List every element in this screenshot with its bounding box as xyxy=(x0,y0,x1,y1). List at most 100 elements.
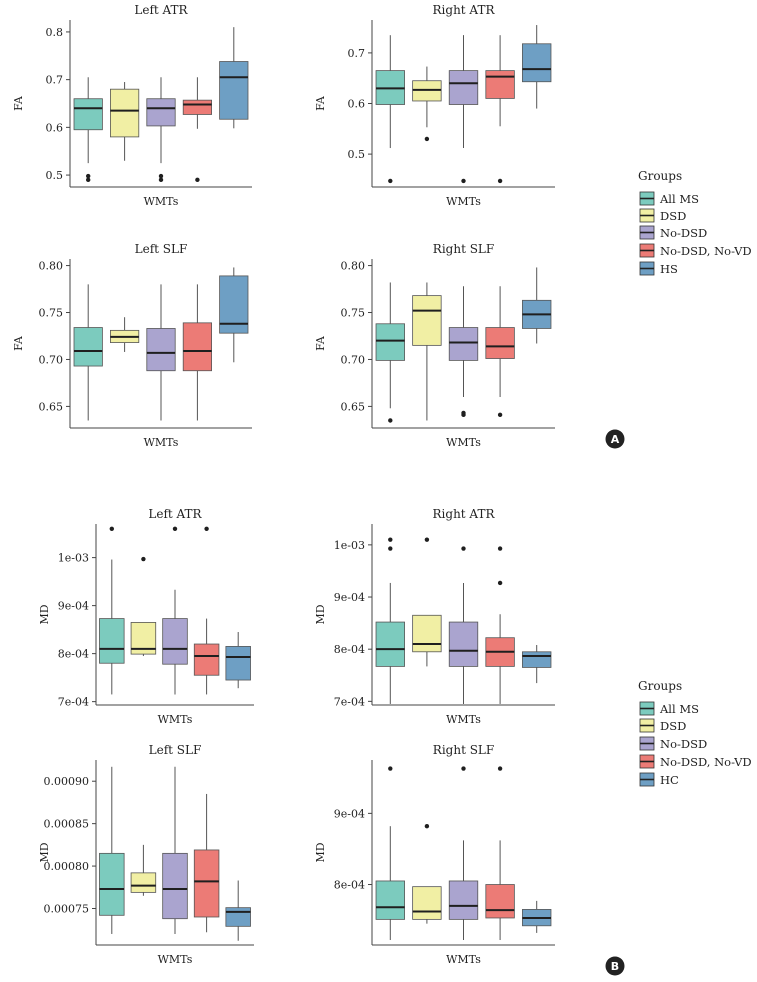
box-iqr xyxy=(375,621,405,667)
box-iqr xyxy=(182,322,212,372)
box-dsd xyxy=(110,82,140,161)
y-tick-label: 0.6 xyxy=(46,121,64,134)
box-iqr xyxy=(522,43,552,83)
legend-a-item: All MS xyxy=(639,191,699,206)
box-no-dsd-no-vd xyxy=(485,546,515,704)
x-axis-label: WMTs xyxy=(446,195,481,208)
legend-b-item: No-DSD xyxy=(639,736,707,751)
box-no-dsd-no-vd xyxy=(485,35,515,184)
y-tick-label: 0.70 xyxy=(341,353,366,366)
box-iqr xyxy=(99,618,125,664)
outlier-point xyxy=(497,178,503,184)
chart-title: Left ATR xyxy=(148,507,202,521)
box-iqr xyxy=(448,70,479,105)
y-tick-label: 0.00085 xyxy=(44,818,90,831)
y-tick-label: 0.5 xyxy=(46,169,64,182)
box-hs xyxy=(522,267,552,344)
box-dsd xyxy=(412,66,442,142)
legend-b: Groups All MS DSD No-DSD No-DSD, No-VD H… xyxy=(638,679,752,787)
box-dsd xyxy=(130,556,157,657)
chart-title: Right SLF xyxy=(433,743,494,757)
outlier-point xyxy=(158,173,164,179)
legend-a-item: DSD xyxy=(639,208,686,223)
outlier-point xyxy=(461,410,466,416)
x-axis-label: WMTs xyxy=(446,713,481,726)
outlier-point xyxy=(204,526,209,532)
box-iqr xyxy=(375,880,405,920)
legend-b-label-all-ms: All MS xyxy=(659,702,699,716)
box-no-dsd xyxy=(162,766,188,934)
y-tick-label: 0.00075 xyxy=(44,903,90,916)
y-axis-label: MD xyxy=(314,842,327,862)
box-no-dsd xyxy=(448,766,479,941)
legend-b-label-no-dsd-no-vd: No-DSD, No-VD xyxy=(660,755,752,769)
panel-label-a-text: A xyxy=(611,433,620,446)
legend-b-title: Groups xyxy=(638,679,682,693)
y-tick-label: 8e-04 xyxy=(58,648,89,661)
chart-title: Right ATR xyxy=(433,507,496,521)
box-iqr xyxy=(522,651,552,668)
legend-a-title: Groups xyxy=(638,169,682,183)
legend-a-item: HS xyxy=(639,261,678,276)
x-axis-label: WMTs xyxy=(144,436,179,449)
box-iqr xyxy=(146,328,176,372)
outlier-point xyxy=(388,178,393,184)
legend-b-label-hc: HC xyxy=(660,773,679,787)
chart-title: Left ATR xyxy=(134,3,188,17)
x-axis-label: WMTs xyxy=(158,713,193,726)
box-iqr xyxy=(110,88,140,138)
box-no-dsd xyxy=(146,77,176,183)
y-tick-label: 8e-04 xyxy=(334,879,365,892)
outlier-point xyxy=(461,546,466,551)
outlier-point xyxy=(388,546,393,551)
outlier-point xyxy=(388,418,393,423)
box-iqr xyxy=(375,323,405,361)
chart-title: Right SLF xyxy=(433,242,494,256)
y-axis-label: MD xyxy=(38,842,51,862)
outlier-point xyxy=(388,537,393,542)
box-iqr xyxy=(485,884,515,919)
outlier-point xyxy=(424,537,430,542)
chart-panel-7: Left SLF WMTs MD 0.00075 0.00080 0.00085 0.000… xyxy=(38,743,254,966)
box-no-dsd xyxy=(146,284,176,421)
box-iqr xyxy=(182,99,212,115)
box-no-dsd xyxy=(448,286,479,418)
y-tick-label: 0.80 xyxy=(39,260,64,273)
box-iqr xyxy=(225,646,251,681)
outlier-point xyxy=(141,556,146,562)
chart-title: Left SLF xyxy=(149,743,202,757)
y-axis-label: FA xyxy=(314,335,327,351)
box-iqr xyxy=(412,295,442,346)
legend-a-item: No-DSD xyxy=(639,225,707,240)
y-tick-label: 9e-04 xyxy=(334,807,365,820)
legend-b-label-dsd: DSD xyxy=(660,719,686,733)
box-hc xyxy=(522,645,552,684)
y-axis-label: MD xyxy=(314,604,327,624)
chart-panel-3: Left SLF WMTs FA 0.65 0.70 0.75 0.80 xyxy=(12,242,252,449)
x-axis-label: WMTs xyxy=(144,195,179,208)
box-no-dsd-no-vd xyxy=(485,766,515,941)
y-tick-label: 0.7 xyxy=(348,47,366,60)
legend-a-label-no-dsd: No-DSD xyxy=(660,226,707,240)
legend-a: Groups All MS DSD No-DSD No-DSD, No-VD H… xyxy=(638,169,752,276)
box-hs xyxy=(219,267,249,363)
box-all-ms xyxy=(375,282,405,423)
y-tick-label: 1e-03 xyxy=(334,539,365,552)
legend-a-label-dsd: DSD xyxy=(660,209,686,223)
y-tick-label: 7e-04 xyxy=(334,695,365,708)
panel-label-a-badge xyxy=(605,429,625,449)
box-iqr xyxy=(412,614,442,653)
outlier-point xyxy=(497,580,503,586)
legend-b-item: No-DSD, No-VD xyxy=(639,754,752,769)
x-axis-label: WMTs xyxy=(158,953,193,966)
chart-panel-5: Left ATR WMTs MD 7e-04 8e-04 9e-04 1e-03 xyxy=(38,507,254,726)
outlier-point xyxy=(424,823,430,829)
box-hs xyxy=(522,25,552,109)
x-axis-label: WMTs xyxy=(446,953,481,966)
y-tick-label: 9e-04 xyxy=(58,600,89,613)
y-tick-label: 0.65 xyxy=(39,400,64,413)
panel-label-b-text: B xyxy=(611,960,619,973)
box-dsd xyxy=(412,823,442,924)
box-dsd xyxy=(412,537,442,667)
